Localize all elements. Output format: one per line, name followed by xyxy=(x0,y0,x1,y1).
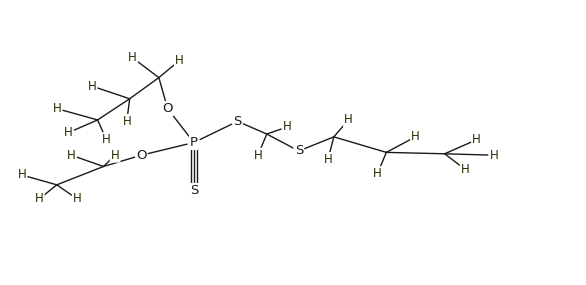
Text: H: H xyxy=(490,149,499,162)
Text: H: H xyxy=(411,130,420,143)
Text: H: H xyxy=(461,163,469,176)
Text: H: H xyxy=(128,51,137,64)
Text: H: H xyxy=(73,192,81,205)
Text: H: H xyxy=(64,126,73,139)
Text: H: H xyxy=(52,102,61,115)
Text: S: S xyxy=(190,184,198,197)
Text: H: H xyxy=(18,168,26,182)
Text: H: H xyxy=(254,149,263,162)
Text: H: H xyxy=(175,54,183,67)
Text: H: H xyxy=(122,115,131,128)
Text: H: H xyxy=(373,167,382,180)
Text: H: H xyxy=(35,192,44,205)
Text: H: H xyxy=(472,133,481,146)
Text: H: H xyxy=(87,80,96,93)
Text: S: S xyxy=(233,115,242,128)
Text: H: H xyxy=(344,113,353,127)
Text: O: O xyxy=(162,102,173,115)
Text: P: P xyxy=(190,136,198,149)
Text: O: O xyxy=(136,149,146,162)
Text: H: H xyxy=(111,149,120,162)
Text: H: H xyxy=(102,133,111,146)
Text: H: H xyxy=(323,153,332,166)
Text: S: S xyxy=(295,144,303,158)
Text: H: H xyxy=(67,149,76,162)
Text: H: H xyxy=(283,121,292,133)
